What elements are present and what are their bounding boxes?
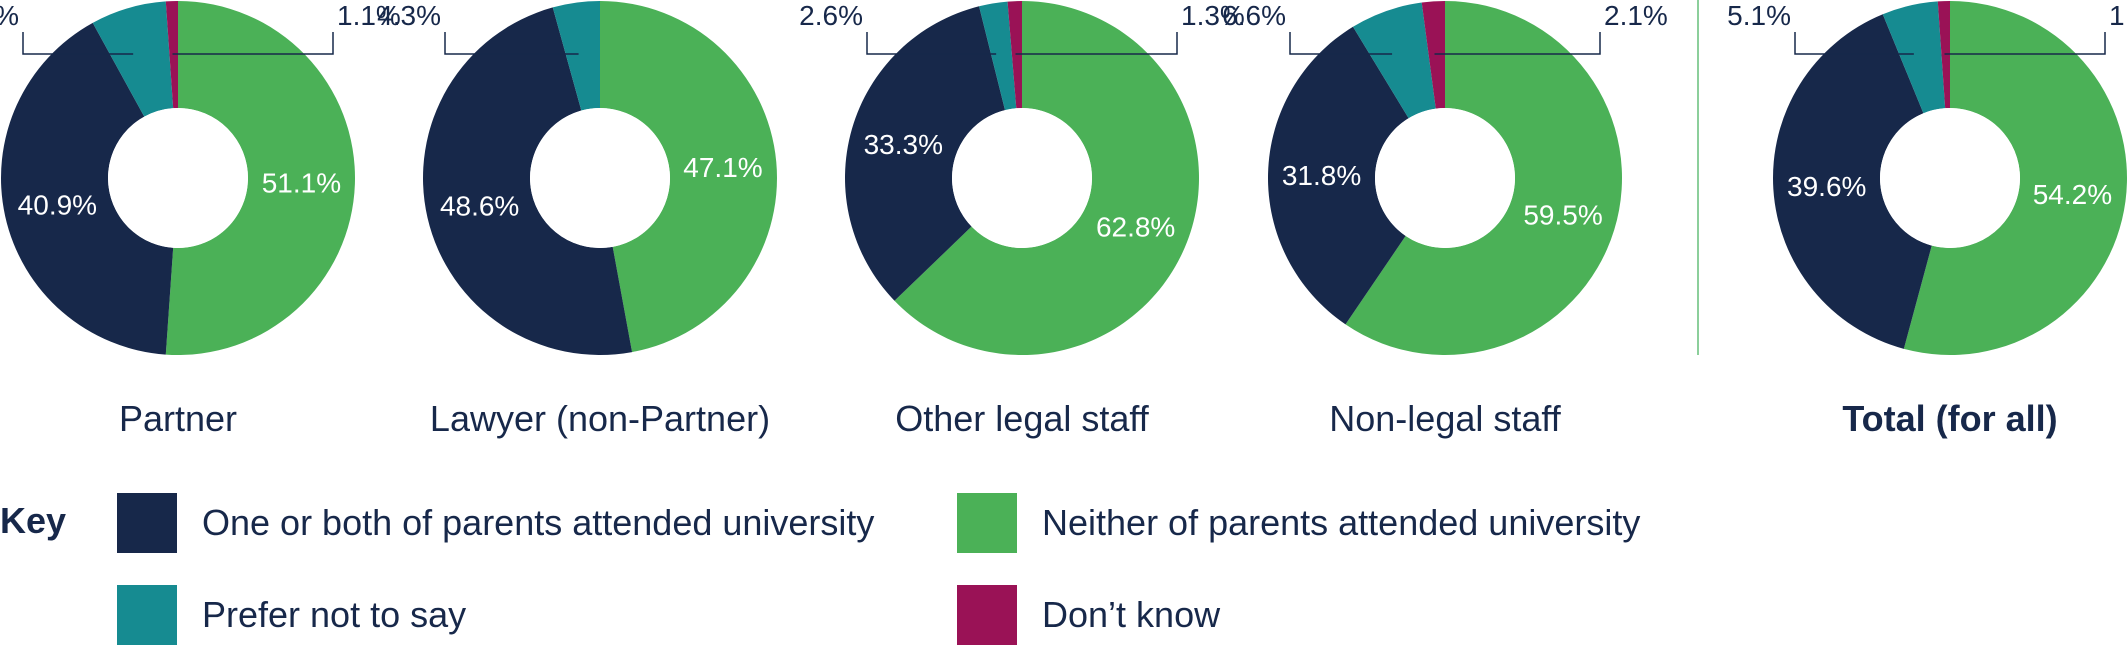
- data-label-one-or-both: 31.8%: [1282, 160, 1361, 191]
- legend-item-neither: Neither of parents attended university: [957, 493, 1640, 553]
- data-label-one-or-both: 40.9%: [18, 190, 97, 221]
- leader-line-dont-know: [1434, 32, 1601, 55]
- donut-segment-one-or-both: [1772, 14, 1932, 349]
- donut-segment-one-or-both: [1268, 26, 1409, 325]
- chart-title-total: Total (for all): [1842, 398, 2058, 439]
- legend-item-one-or-both: One or both of parents attended universi…: [117, 493, 874, 553]
- data-label-prefer-not: 4.3%: [377, 0, 441, 31]
- chart-title-other-legal: Other legal staff: [895, 398, 1149, 439]
- donut-segment-prefer-not: [92, 1, 174, 117]
- data-label-prefer-not: 6.6%: [1222, 0, 1286, 31]
- donut-segment-dont-know: [1421, 1, 1445, 109]
- data-label-neither: 59.5%: [1523, 199, 1602, 230]
- donut-hole: [108, 108, 248, 248]
- legend-item-dont-know: Don’t know: [957, 585, 1220, 645]
- donut-segment-neither: [894, 1, 1199, 355]
- donut-segment-prefer-not: [979, 1, 1017, 111]
- donut-segment-dont-know: [1007, 1, 1022, 109]
- data-label-neither: 54.2%: [2033, 179, 2112, 210]
- leader-line-prefer-not: [444, 32, 579, 55]
- donut-segment-one-or-both: [845, 6, 1006, 301]
- donut-segment-neither: [1903, 1, 2127, 355]
- data-label-neither: 51.1%: [262, 167, 341, 198]
- legend-label: Prefer not to say: [202, 594, 467, 635]
- data-label-prefer-not: 5.1%: [1727, 0, 1791, 31]
- donut-segment-dont-know: [165, 1, 178, 109]
- leader-line-prefer-not: [22, 32, 134, 55]
- donut-hole: [952, 108, 1092, 248]
- donut-hole: [530, 108, 670, 248]
- data-label-dont-know: 1.1%: [2109, 0, 2127, 31]
- legend-title: Key: [0, 500, 67, 541]
- leader-line-dont-know: [172, 32, 334, 55]
- chart-title-non-legal: Non-legal staff: [1329, 398, 1561, 439]
- chart-title-partner: Partner: [118, 398, 238, 439]
- data-label-one-or-both: 48.6%: [440, 191, 519, 222]
- legend-swatch: [117, 493, 177, 553]
- leader-line-dont-know: [1015, 32, 1178, 55]
- donut-segment-one-or-both: [0, 22, 174, 355]
- donut-segment-one-or-both: [423, 7, 633, 355]
- data-label-dont-know: 1.3%: [1181, 0, 1245, 31]
- donut-segment-neither: [1345, 1, 1622, 355]
- donut-hole: [1375, 108, 1515, 248]
- leader-line-prefer-not: [1794, 32, 1914, 55]
- donut-segment-dont-know: [1937, 1, 1950, 109]
- donut-segment-neither: [165, 1, 355, 355]
- donut-hole: [1880, 108, 2020, 248]
- chart-title-lawyer: Lawyer (non-Partner): [429, 398, 771, 439]
- section-divider: [1697, 0, 1699, 355]
- data-label-one-or-both: 39.6%: [1787, 171, 1866, 202]
- data-label-neither: 62.8%: [1096, 211, 1175, 242]
- legend-label: Neither of parents attended university: [1042, 502, 1641, 543]
- data-label-dont-know: 1.1%: [337, 0, 401, 31]
- leader-line-dont-know: [1944, 32, 2106, 55]
- legend-swatch: [957, 585, 1017, 645]
- leader-line-prefer-not: [866, 32, 997, 55]
- donut-segment-prefer-not: [552, 1, 600, 111]
- data-label-one-or-both: 33.3%: [864, 129, 943, 160]
- data-label-dont-know: 2.1%: [1604, 0, 1668, 31]
- legend-swatch: [117, 585, 177, 645]
- legend-label: One or both of parents attended universi…: [202, 502, 875, 543]
- leader-line-prefer-not: [1289, 32, 1393, 55]
- legend-label: Don’t know: [1042, 594, 1221, 635]
- legend-item-prefer-not: Prefer not to say: [117, 585, 466, 645]
- legend-swatch: [957, 493, 1017, 553]
- donut-segment-neither: [600, 1, 778, 353]
- data-label-prefer-not: 2.6%: [799, 0, 863, 31]
- data-label-prefer-not: 6.9%: [0, 0, 19, 31]
- donut-segment-prefer-not: [1352, 2, 1436, 119]
- data-label-neither: 47.1%: [683, 152, 762, 183]
- donut-segment-prefer-not: [1882, 1, 1946, 114]
